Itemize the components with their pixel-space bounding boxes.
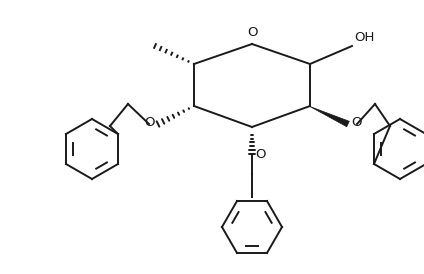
Text: O: O <box>351 116 362 130</box>
Text: O: O <box>247 26 257 39</box>
Text: O: O <box>255 149 265 161</box>
Text: OH: OH <box>354 31 374 44</box>
Text: O: O <box>145 116 155 130</box>
Polygon shape <box>310 107 349 127</box>
